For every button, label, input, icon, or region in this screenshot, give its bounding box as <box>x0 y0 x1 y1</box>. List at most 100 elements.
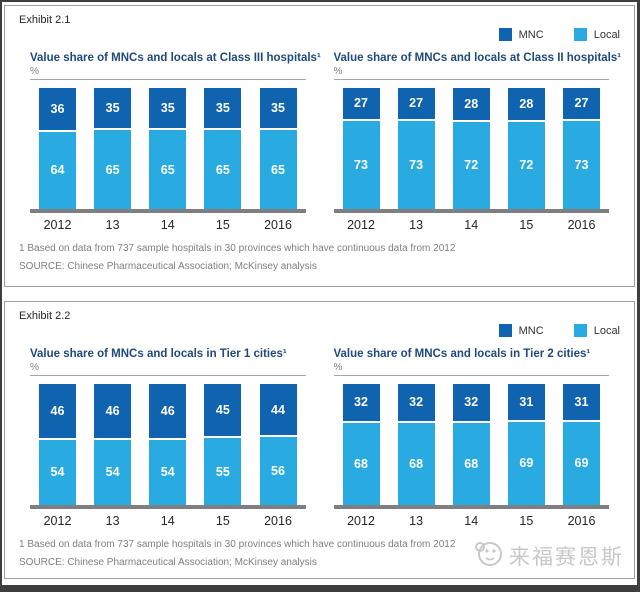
stacked-bar: 36 64 <box>39 88 76 209</box>
bar-segment-mnc: 27 <box>563 88 600 121</box>
bar-segment-mnc: 27 <box>342 88 380 121</box>
bar-segment-mnc: 35 <box>149 88 187 131</box>
bar-value-label: 54 <box>50 465 65 480</box>
legend: MNC Local <box>19 323 620 338</box>
bar-segment-local: 73 <box>342 120 380 209</box>
year-text: 2016 <box>264 218 292 232</box>
bar-segment-mnc: 44 <box>259 384 297 438</box>
bar-value-label: 28 <box>464 96 479 111</box>
x-axis-tick-label: 2012 <box>343 514 380 528</box>
year-text: 2012 <box>347 218 375 232</box>
bar-segment-local: 64 <box>39 131 76 209</box>
bar-value-label: 28 <box>519 96 534 111</box>
watermark-logo-icon <box>471 538 505 573</box>
footnote: 1 Based on data from 737 sample hospital… <box>19 539 456 550</box>
bar-value-label: 69 <box>574 456 589 471</box>
bar-value-label: 32 <box>464 395 479 410</box>
year-text: 2016 <box>567 514 596 528</box>
tier-1-cities-chart: Value share of MNCs and locals in Tier 1… <box>30 347 306 528</box>
bar-value-label: 35 <box>271 101 285 116</box>
year-text: 15 <box>519 514 534 528</box>
bar-value-label: 31 <box>574 394 589 409</box>
bar-value-label: 46 <box>105 403 120 418</box>
charts-row: Value share of MNCs and locals at Class … <box>19 51 622 232</box>
bar-segment-mnc: 46 <box>94 384 132 440</box>
bar-value-label: 65 <box>160 162 175 177</box>
stacked-bars: 36 64 35 65 35 65 35 65 35 65 <box>30 88 306 209</box>
stacked-bar: 35 65 <box>149 88 187 209</box>
bar-segment-mnc: 36 <box>39 88 76 132</box>
bar-segment-local: 69 <box>563 421 600 505</box>
exhibit-2-1-panel: Exhibit 2.1 MNC Local Value share of MNC… <box>4 5 635 287</box>
bar-segment-local: 73 <box>563 120 600 209</box>
year-text: 14 <box>464 218 479 232</box>
bar-value-label: 35 <box>215 101 230 116</box>
watermark-text: 来福赛恩斯 <box>509 545 624 569</box>
legend-item-mnc: MNC <box>498 324 544 337</box>
bar-value-label: 73 <box>574 157 589 172</box>
bar-value-label: 68 <box>409 456 424 471</box>
bar-segment-local: 72 <box>507 121 545 209</box>
x-axis-tick-label: 14 <box>453 218 490 232</box>
bar-segment-local: 68 <box>452 422 490 505</box>
stacked-bar: 46 54 <box>149 384 187 505</box>
bar-segment-local: 65 <box>149 130 187 209</box>
year-text: 2012 <box>43 514 72 528</box>
year-text: 15 <box>519 218 534 232</box>
stacked-bar: 27 73 <box>563 88 600 209</box>
bar-value-label: 31 <box>519 394 534 409</box>
x-axis-tick-label: 2016 <box>260 218 297 232</box>
bar-value-label: 72 <box>519 158 534 173</box>
exhibit-label: Exhibit 2.2 <box>19 310 71 322</box>
chart-unit: % <box>333 66 343 77</box>
x-axis-tick-label: 2016 <box>260 514 297 528</box>
year-text: 15 <box>215 514 230 528</box>
stacked-bar: 35 65 <box>204 88 242 209</box>
bar-value-label: 46 <box>160 403 175 418</box>
legend-label: Local <box>593 28 620 41</box>
stacked-bar: 31 69 <box>507 384 545 505</box>
bar-segment-mnc: 32 <box>452 384 490 423</box>
bar-value-label: 36 <box>50 101 65 116</box>
year-text: 2016 <box>567 218 596 232</box>
x-axis-tick-label: 14 <box>149 514 186 528</box>
chart-title: Value share of MNCs and locals at Class … <box>333 52 622 64</box>
exhibit-label: Exhibit 2.1 <box>19 14 71 26</box>
bar-value-label: 27 <box>409 96 424 111</box>
watermark: 来福赛恩斯 <box>471 538 624 573</box>
bar-value-label: 56 <box>271 464 285 479</box>
bar-segment-local: 68 <box>342 422 380 505</box>
class-iii-hospitals-chart: Value share of MNCs and locals at Class … <box>30 51 321 232</box>
bar-segment-local: 54 <box>149 439 187 505</box>
legend-label: MNC <box>518 28 544 41</box>
bar-segment-mnc: 32 <box>397 384 435 423</box>
year-text: 14 <box>160 514 175 528</box>
x-axis-tick-label: 14 <box>453 514 490 528</box>
bar-segment-local: 56 <box>259 437 297 505</box>
x-axis-tick-label: 15 <box>508 218 545 232</box>
legend-label: Local <box>593 324 620 337</box>
bar-segment-local: 65 <box>204 130 242 209</box>
year-text: 13 <box>409 218 424 232</box>
x-axis-line <box>30 505 306 509</box>
x-axis-tick-label: 15 <box>508 514 545 528</box>
legend-item-local: Local <box>573 324 620 337</box>
legend-label: MNC <box>518 324 544 337</box>
x-axis-tick-label: 2012 <box>343 218 380 232</box>
legend-item-local: Local <box>573 28 620 41</box>
bar-segment-mnc: 46 <box>149 384 187 440</box>
bar-segment-local: 54 <box>94 439 132 505</box>
mnc-swatch-icon <box>498 324 512 337</box>
exhibit-2-2-panel: Exhibit 2.2 MNC Local Value share of MNC… <box>4 301 635 579</box>
x-axis-tick-label: 13 <box>94 218 131 232</box>
bar-value-label: 44 <box>271 402 285 417</box>
footnote: 1 Based on data from 737 sample hospital… <box>19 243 456 254</box>
bar-value-label: 68 <box>464 456 479 471</box>
bar-value-label: 35 <box>105 101 120 116</box>
x-axis-tick-label: 2016 <box>563 218 600 232</box>
bar-value-label: 27 <box>354 96 368 111</box>
bar-value-label: 54 <box>160 465 175 480</box>
bar-segment-mnc: 35 <box>259 88 297 131</box>
bar-segment-mnc: 32 <box>342 384 380 423</box>
